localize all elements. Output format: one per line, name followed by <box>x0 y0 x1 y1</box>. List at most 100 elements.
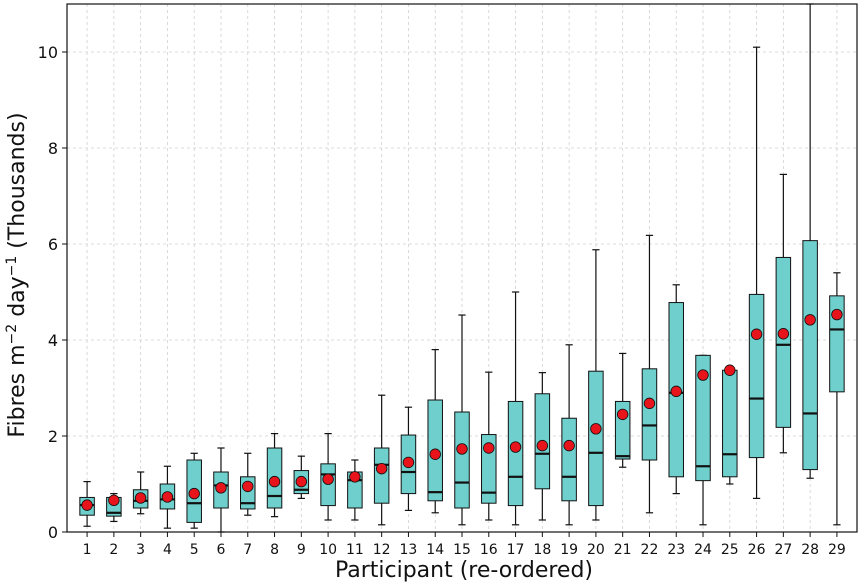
iqr-box <box>641 368 658 461</box>
x-tick-label: 3 <box>136 542 145 558</box>
iqr-box <box>802 240 818 471</box>
box-participant-17 <box>507 291 524 526</box>
x-tick-label: 12 <box>373 542 391 558</box>
mean-marker <box>777 328 790 340</box>
mean-marker <box>563 439 575 452</box>
iqr-box <box>695 354 711 482</box>
box-participant-12 <box>373 394 390 526</box>
box-participant-25 <box>722 369 738 485</box>
x-tick-label: 6 <box>217 542 226 558</box>
box-participant-8 <box>266 433 283 518</box>
mean-marker <box>616 408 629 421</box>
box-participant-28 <box>802 3 818 479</box>
mean-marker <box>750 328 763 340</box>
mean-marker <box>161 491 174 503</box>
mean-marker <box>643 397 656 410</box>
mean-marker <box>108 494 120 507</box>
x-tick-label: 29 <box>828 542 846 558</box>
x-tick-label: 11 <box>346 542 364 558</box>
box-participant-26 <box>748 46 765 499</box>
box-participant-29 <box>829 272 845 526</box>
iqr-box <box>454 411 470 509</box>
x-tick-label: 9 <box>297 542 306 558</box>
x-tick-label: 21 <box>614 542 632 558</box>
x-tick-label: 5 <box>190 542 199 558</box>
mean-marker <box>81 499 93 511</box>
y-tick-label: 2 <box>48 427 58 446</box>
y-ticks: 0 2 4 6 8 10 <box>38 43 67 542</box>
box-participant-27 <box>775 173 792 454</box>
box-participant-11 <box>347 459 363 521</box>
x-tick-label: 15 <box>453 542 471 558</box>
iqr-box <box>507 400 524 507</box>
y-axis-label-sup1: −2 <box>4 324 20 345</box>
x-tick-label: 22 <box>641 542 659 558</box>
iqr-box <box>775 256 792 428</box>
mean-marker <box>268 475 281 488</box>
y-axis-label-end: (Thousands) <box>5 112 30 255</box>
x-tick-label: 26 <box>748 542 766 558</box>
x-tick-label: 13 <box>400 542 418 558</box>
x-tick-label: 28 <box>801 542 819 558</box>
mean-marker <box>456 443 468 455</box>
mean-marker <box>215 482 227 494</box>
box-participant-19 <box>561 344 577 526</box>
x-tick-label: 16 <box>480 542 498 558</box>
x-tick-label: 17 <box>507 542 525 558</box>
y-tick-label: 0 <box>48 523 58 542</box>
x-tick-label: 8 <box>270 542 279 558</box>
x-tick-label: 19 <box>560 542 578 558</box>
box-participant-24 <box>695 354 711 526</box>
mean-marker <box>429 448 441 460</box>
mean-marker <box>590 423 602 435</box>
x-tick-label: 20 <box>587 542 605 558</box>
x-tick-label: 18 <box>533 542 551 558</box>
box-participant-20 <box>588 249 604 521</box>
x-tick-label: 14 <box>426 542 444 558</box>
y-tick-label: 8 <box>48 139 58 158</box>
mean-marker <box>509 441 522 453</box>
box-participant-14 <box>427 349 443 514</box>
mean-marker <box>349 471 361 483</box>
mean-marker <box>536 439 549 452</box>
mean-marker <box>804 314 816 326</box>
y-tick-label: 10 <box>38 43 58 62</box>
mean-marker <box>724 364 736 376</box>
mean-marker <box>375 462 388 475</box>
iqr-box <box>561 417 577 502</box>
mean-marker <box>322 473 334 485</box>
x-axis-label: Participant (re-ordered) <box>335 558 593 583</box>
x-tick-label: 1 <box>83 542 92 558</box>
x-tick-label: 7 <box>243 542 252 558</box>
mean-marker <box>295 475 308 488</box>
box-participant-15 <box>454 314 470 526</box>
mean-marker <box>188 487 200 500</box>
y-axis-label: Fibres m−2 day−1 (Thousands) <box>4 112 30 437</box>
y-axis-label-sup2: −1 <box>4 256 20 277</box>
x-tick-label: 23 <box>667 542 685 558</box>
mean-marker <box>831 308 843 321</box>
y-tick-label: 6 <box>48 235 58 254</box>
mean-marker <box>697 369 709 381</box>
x-tick-label: 4 <box>163 542 172 558</box>
x-tick-label: 25 <box>721 542 739 558</box>
x-tick-label: 2 <box>109 542 118 558</box>
y-axis-label-mid: day <box>5 276 30 323</box>
iqr-box <box>722 369 738 478</box>
iqr-box <box>829 295 845 393</box>
x-tick-label: 10 <box>319 542 337 558</box>
iqr-box <box>748 293 765 459</box>
means-layer <box>81 308 843 511</box>
mean-marker <box>670 385 682 398</box>
mean-marker <box>242 480 254 493</box>
y-axis-label-main: Fibres m <box>5 344 30 437</box>
x-tick-label: 27 <box>774 542 792 558</box>
x-ticks: 1 2 3 4 5 6 7 8 9 10 11 12 13 14 15 16 17 18 19 20 21 22 23 24 2… <box>83 532 846 558</box>
x-tick-label: 24 <box>694 542 712 558</box>
mean-marker <box>483 442 495 454</box>
iqr-box <box>373 447 390 504</box>
mean-marker <box>134 492 147 504</box>
mean-marker <box>402 456 415 469</box>
box-participant-22 <box>641 234 658 514</box>
